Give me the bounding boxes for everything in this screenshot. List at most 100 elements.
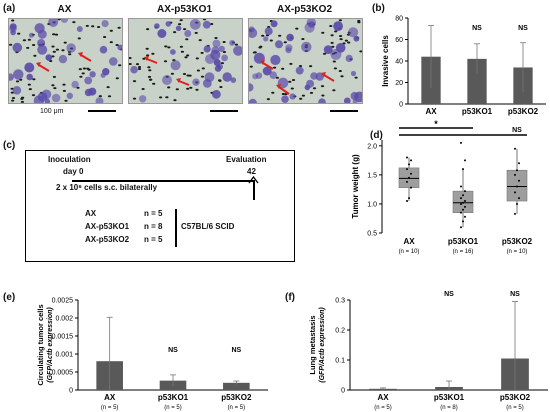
ns-label: NS <box>510 291 520 298</box>
invasive-cell <box>281 95 289 103</box>
day0-label: day 0 <box>63 167 84 176</box>
invasive-cell <box>211 46 220 55</box>
y-axis-label: Tumor weight (g) <box>351 154 360 219</box>
pore-mark <box>148 69 152 72</box>
invasive-cell <box>100 72 106 78</box>
y-tick-label: 1.5 <box>367 172 377 179</box>
pore-mark <box>26 46 30 49</box>
invasive-cell <box>204 72 215 82</box>
pore-mark <box>152 82 156 85</box>
pore-mark <box>175 88 179 91</box>
pore-mark <box>178 23 182 26</box>
data-point <box>462 194 464 197</box>
y-tick-label: 80 <box>395 16 403 23</box>
data-point <box>516 169 518 172</box>
panel-f-label: (f) <box>285 292 295 303</box>
pore-mark <box>54 33 59 36</box>
data-point <box>460 141 462 144</box>
data-point <box>514 191 516 194</box>
pore-mark <box>220 62 224 65</box>
invasive-cell <box>48 19 59 27</box>
pore-mark <box>291 79 296 81</box>
pore-mark <box>180 50 184 53</box>
pore-mark <box>261 34 265 37</box>
pore-mark <box>51 55 55 58</box>
data-point <box>408 163 410 166</box>
invasive-cell <box>66 92 73 100</box>
invasive-cell <box>286 33 294 42</box>
pore-mark <box>82 67 86 70</box>
data-point <box>406 168 408 171</box>
x-tick-label: p53KO2 <box>502 237 533 246</box>
pore-mark <box>151 52 155 55</box>
chart-circulating-tumor-cells: 0 0.0005 0.001 0.0015 0.002 0.0025 AX (n = 5) p5… <box>36 298 268 411</box>
data-point <box>516 202 518 205</box>
pore-mark <box>234 43 238 46</box>
n-label: (n = 5) <box>164 405 182 411</box>
invasive-cell <box>12 42 23 53</box>
significance-star: * <box>434 120 438 129</box>
invasive-cell <box>353 35 360 42</box>
group-name: AX-p53KO2 <box>85 235 130 244</box>
group-name: AX <box>85 209 97 218</box>
data-point <box>514 173 516 176</box>
y-tick-label: 1.0 <box>367 201 377 208</box>
pore-mark <box>359 50 362 53</box>
pore-mark <box>184 56 188 59</box>
x-tick-label: AX <box>425 107 437 116</box>
pore-mark <box>249 65 253 68</box>
data-point <box>410 159 412 162</box>
n-label: (n = 5) <box>506 405 524 411</box>
pore-mark <box>312 87 317 90</box>
invasive-cell <box>269 71 278 79</box>
data-point <box>460 211 462 214</box>
data-point <box>460 185 462 188</box>
pore-mark <box>200 75 205 78</box>
pore-mark <box>78 68 82 71</box>
invasive-cell <box>270 54 281 66</box>
red-arrow-head-icon <box>78 52 83 57</box>
invasive-cell <box>12 86 22 95</box>
data-point <box>462 208 464 211</box>
pore-mark <box>77 37 81 40</box>
pore-mark <box>109 41 113 44</box>
pore-mark <box>301 38 305 40</box>
pore-mark <box>281 93 285 95</box>
invasive-cell <box>26 73 33 81</box>
pore-mark <box>115 77 119 80</box>
panel-b-label: (b) <box>372 3 385 14</box>
x-tick-label: AX <box>104 393 116 402</box>
data-point <box>464 200 466 203</box>
pore-mark <box>298 65 303 67</box>
pore-mark <box>334 30 338 33</box>
invasive-cell <box>217 64 223 70</box>
pore-mark <box>17 32 21 35</box>
pore-mark <box>269 39 273 42</box>
red-arrow-icon <box>262 62 274 70</box>
invasive-cell <box>304 84 311 91</box>
invasive-cell <box>10 29 16 36</box>
mouse-strain-label: C57BL/6 SCID <box>181 222 235 231</box>
invasive-cell <box>218 45 225 53</box>
pore-mark <box>289 62 293 65</box>
invasive-cell <box>37 44 48 55</box>
pore-mark <box>273 66 277 69</box>
chart-lung-metastasis: 0 0.1 0.2 0.3 AX (n = 5) p53KO1 (n = 8) NS p53KO2… <box>308 291 548 411</box>
invasive-cell <box>13 69 24 80</box>
y-tick-label: 0.1 <box>335 358 345 365</box>
pore-mark <box>200 51 204 54</box>
panel-d-label: (d) <box>370 130 383 141</box>
data-point <box>518 162 520 165</box>
invasive-cell <box>9 73 14 81</box>
pore-mark <box>91 25 95 28</box>
data-point <box>410 186 412 189</box>
invasive-cell <box>89 71 96 78</box>
x-tick-label: p53KO1 <box>158 393 189 402</box>
invasive-cell <box>343 97 351 103</box>
y-tick-label: 0.001 <box>55 352 73 359</box>
invasive-cell <box>117 44 122 51</box>
pore-mark <box>275 76 279 79</box>
red-arrow-icon <box>146 58 158 64</box>
red-arrow-head-icon <box>36 62 41 67</box>
pore-mark <box>222 51 226 53</box>
